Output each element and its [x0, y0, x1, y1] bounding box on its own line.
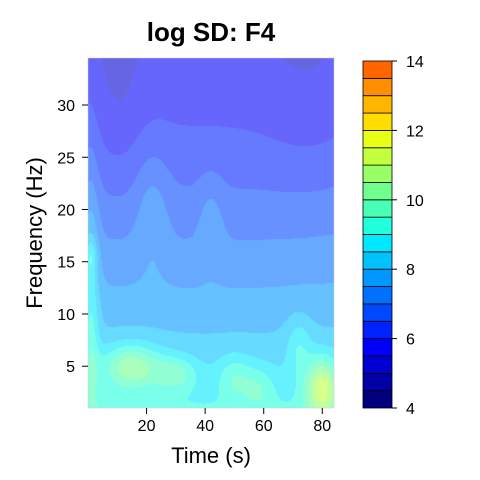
colorbar-swatch: [362, 390, 393, 409]
colorbar-swatch: [362, 251, 393, 270]
y-tick-label: 15: [57, 255, 75, 272]
x-tick-label: 60: [255, 418, 273, 435]
colorbar-swatch: [362, 338, 393, 357]
plot-area: [88, 58, 334, 408]
colorbar: [362, 60, 393, 409]
y-axis-label: Frequency (Hz): [22, 157, 47, 309]
x-tick-label: 20: [138, 418, 156, 435]
colorbar-swatch: [362, 216, 393, 235]
colorbar-tick-label: 6: [406, 332, 415, 349]
x-axis: 20 40 60 80: [138, 408, 331, 435]
y-tick-label: 30: [57, 98, 75, 115]
colorbar-swatch: [362, 268, 393, 287]
plot-frame: [87, 57, 335, 409]
colorbar-tick-label: 10: [406, 193, 424, 210]
x-tick-label: 40: [196, 418, 214, 435]
y-tick-label: 25: [57, 150, 75, 167]
y-axis: 5 10 15 20 25 30: [57, 98, 88, 376]
colorbar-swatch: [362, 164, 393, 183]
y-tick-label: 10: [57, 307, 75, 324]
colorbar-swatch: [362, 320, 393, 340]
colorbar-swatch: [362, 95, 393, 114]
colorbar-tick-label: 12: [406, 123, 424, 140]
colorbar-swatch: [362, 199, 393, 218]
colorbar-swatch: [362, 60, 393, 79]
colorbar-swatch: [362, 355, 393, 374]
colorbar-swatch: [362, 147, 393, 166]
colorbar-tick-label: 8: [406, 262, 415, 279]
x-axis-label: Time (s): [171, 443, 251, 468]
colorbar-axis: 4 6 8 10 12 14: [392, 54, 424, 418]
colorbar-tick-label: 14: [406, 54, 424, 71]
x-tick-label: 80: [313, 418, 331, 435]
colorbar-swatch: [362, 286, 393, 305]
chart-title: log SD: F4: [147, 17, 276, 47]
colorbar-swatch: [362, 303, 393, 322]
colorbar-swatch: [362, 182, 393, 201]
colorbar-swatch: [362, 129, 393, 149]
y-tick-label: 5: [66, 359, 75, 376]
colorbar-swatch: [362, 112, 393, 131]
colorbar-tick-label: 4: [406, 401, 415, 418]
colorbar-swatch: [362, 372, 393, 392]
y-tick-label: 20: [57, 202, 75, 219]
heatmap-image: [88, 58, 334, 408]
colorbar-swatch: [362, 77, 393, 97]
colorbar-swatch: [362, 234, 393, 253]
